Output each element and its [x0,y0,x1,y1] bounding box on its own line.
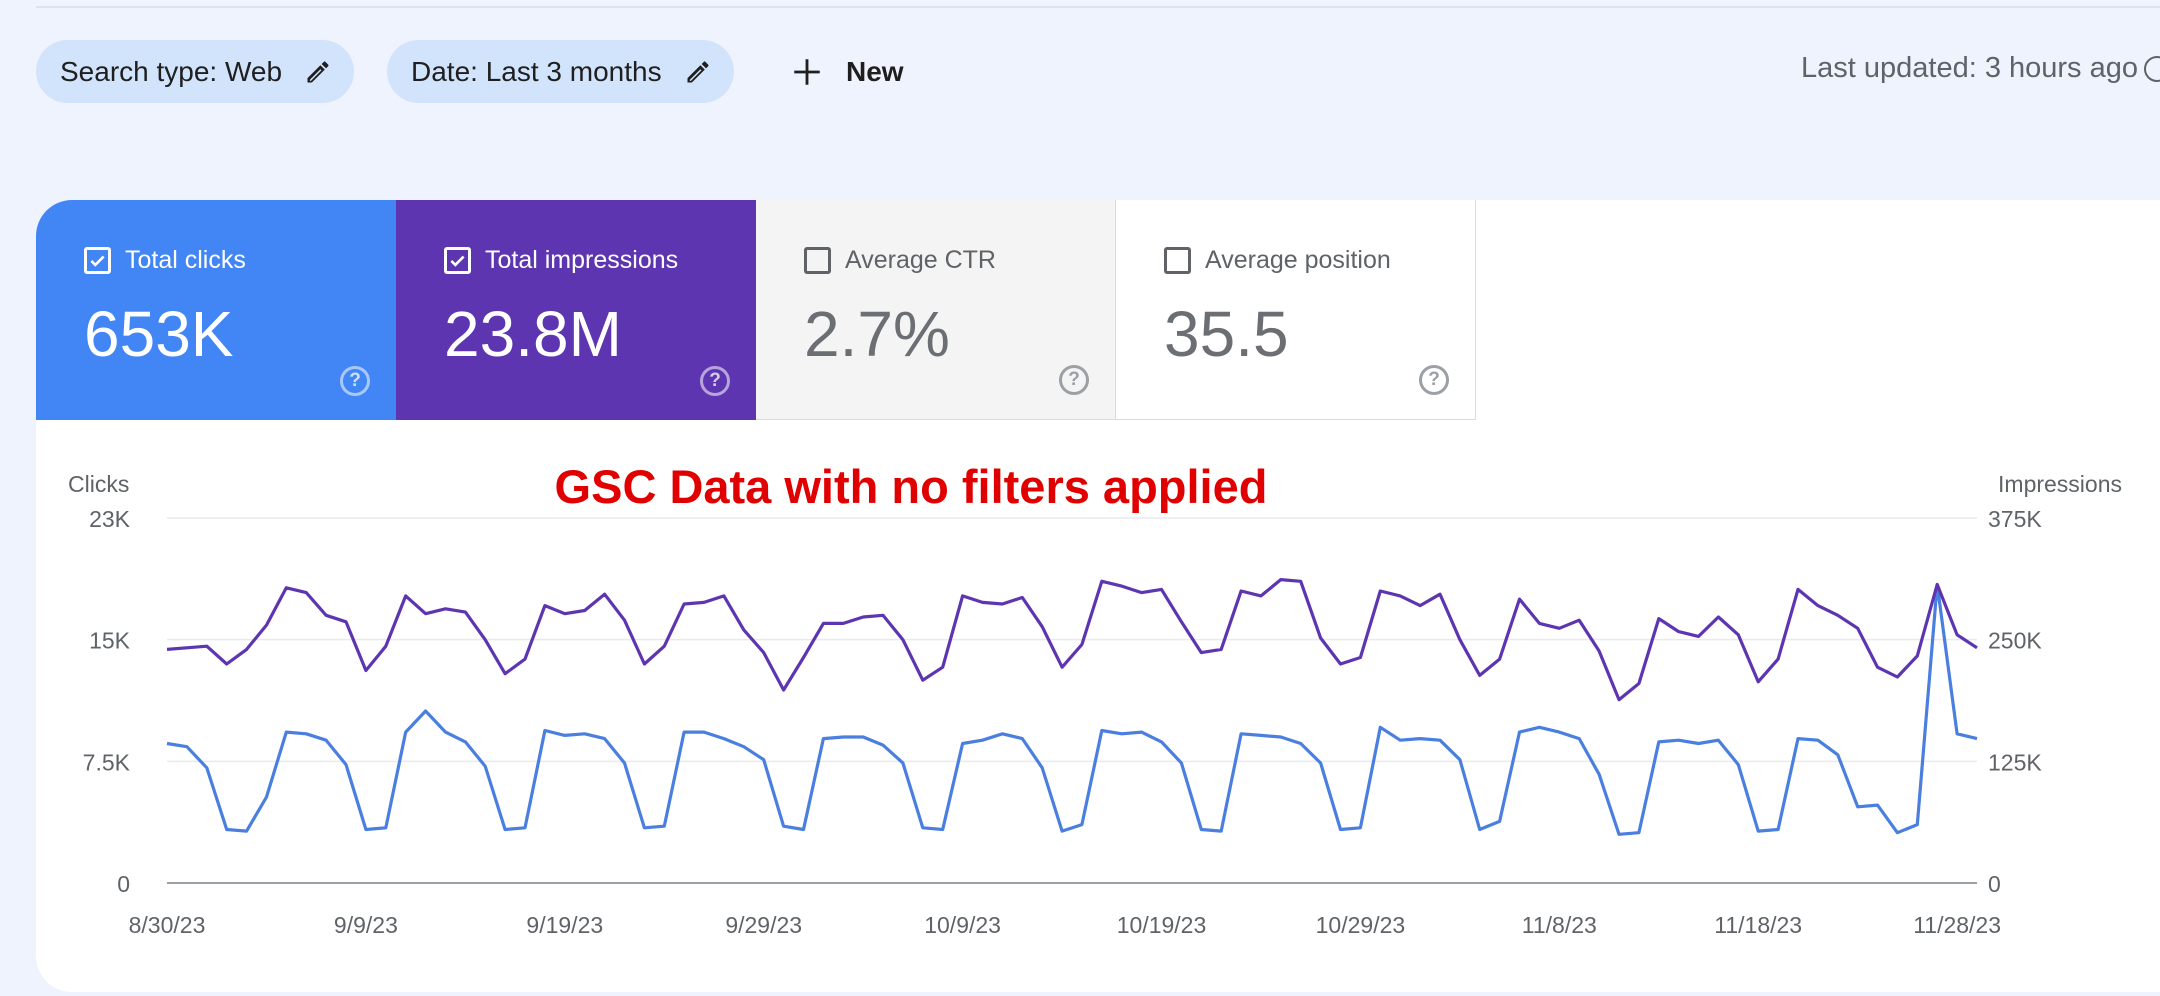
pencil-icon[interactable] [304,58,332,86]
help-icon[interactable]: ? [340,366,370,396]
left-axis-tick-label: 0 [117,871,130,897]
checkbox-checked-icon[interactable] [444,247,471,274]
date-chip-label: Date: Last 3 months [411,55,662,87]
checkbox-checked-icon[interactable] [84,247,111,274]
last-updated-text: Last updated: 3 hours ago [1801,52,2138,84]
x-axis-tick-label: 11/8/23 [1522,912,1597,938]
right-axis-tick-label: 125K [1988,749,2042,775]
metric-value: 2.7% [804,298,950,370]
metric-total-impressions[interactable]: Total impressions 23.8M ? [396,200,756,420]
metric-value: 35.5 [1164,298,1289,370]
plus-icon [794,58,820,85]
search-type-chip[interactable]: Search type: Web [36,40,355,103]
metric-label: Average position [1205,246,1391,274]
right-axis-tick-label: 0 [1988,871,2001,897]
left-axis-tick-label: 23K [89,506,131,532]
help-icon[interactable]: ? [700,366,730,396]
metric-label: Average CTR [845,246,996,274]
top-divider [36,6,2160,8]
left-axis-title: Clicks [68,471,129,497]
new-filter-button[interactable]: New [790,40,904,103]
series-line-impressions[interactable] [166,578,1978,702]
help-icon[interactable]: ? [1059,365,1089,395]
date-chip[interactable]: Date: Last 3 months [387,40,734,103]
left-axis-tick-label: 7.5K [83,749,131,775]
performance-card: Total clicks 653K ? Total impressions 23… [36,200,2160,992]
checkbox-unchecked-icon[interactable] [1164,247,1191,274]
help-icon[interactable]: ? [1419,365,1449,395]
metric-value: 23.8M [444,298,622,370]
left-axis-tick-label: 15K [89,628,131,654]
x-axis-tick-label: 11/18/23 [1714,912,1802,938]
right-axis-tick-label: 250K [1988,628,2042,654]
checkbox-unchecked-icon[interactable] [804,247,831,274]
metric-value: 653K [84,298,234,370]
pencil-icon[interactable] [684,58,712,86]
x-axis-tick-label: 10/9/23 [924,912,1001,938]
chart-annotation: GSC Data with no filters applied [555,460,1268,513]
metric-label: Total impressions [485,246,679,274]
metric-total-clicks[interactable]: Total clicks 653K ? [36,200,396,420]
performance-chart[interactable]: 0 7.5K 15K 23K 0 125K 250K 375K Clicks Impression… [36,200,2160,992]
metric-average-position[interactable]: Average position 35.5 ? [1116,200,1476,420]
search-type-chip-label: Search type: Web [60,55,283,87]
new-filter-label: New [846,55,904,87]
series-line-clicks[interactable] [166,582,1978,836]
metric-label: Total clicks [125,246,246,274]
metric-average-ctr[interactable]: Average CTR 2.7% ? [756,200,1116,420]
x-axis-tick-label: 9/9/23 [334,912,398,938]
x-axis-tick-label: 11/28/23 [1913,912,2001,938]
right-axis-title: Impressions [1998,471,2122,497]
x-axis-tick-label: 9/29/23 [725,912,802,938]
x-axis-tick-label: 9/19/23 [526,912,603,938]
x-axis-tick-label: 10/29/23 [1316,912,1406,938]
right-axis-tick-label: 375K [1988,506,2042,532]
help-icon[interactable] [2144,56,2160,82]
x-axis-tick-label: 8/30/23 [129,912,206,938]
x-axis-tick-label: 10/19/23 [1117,912,1207,938]
